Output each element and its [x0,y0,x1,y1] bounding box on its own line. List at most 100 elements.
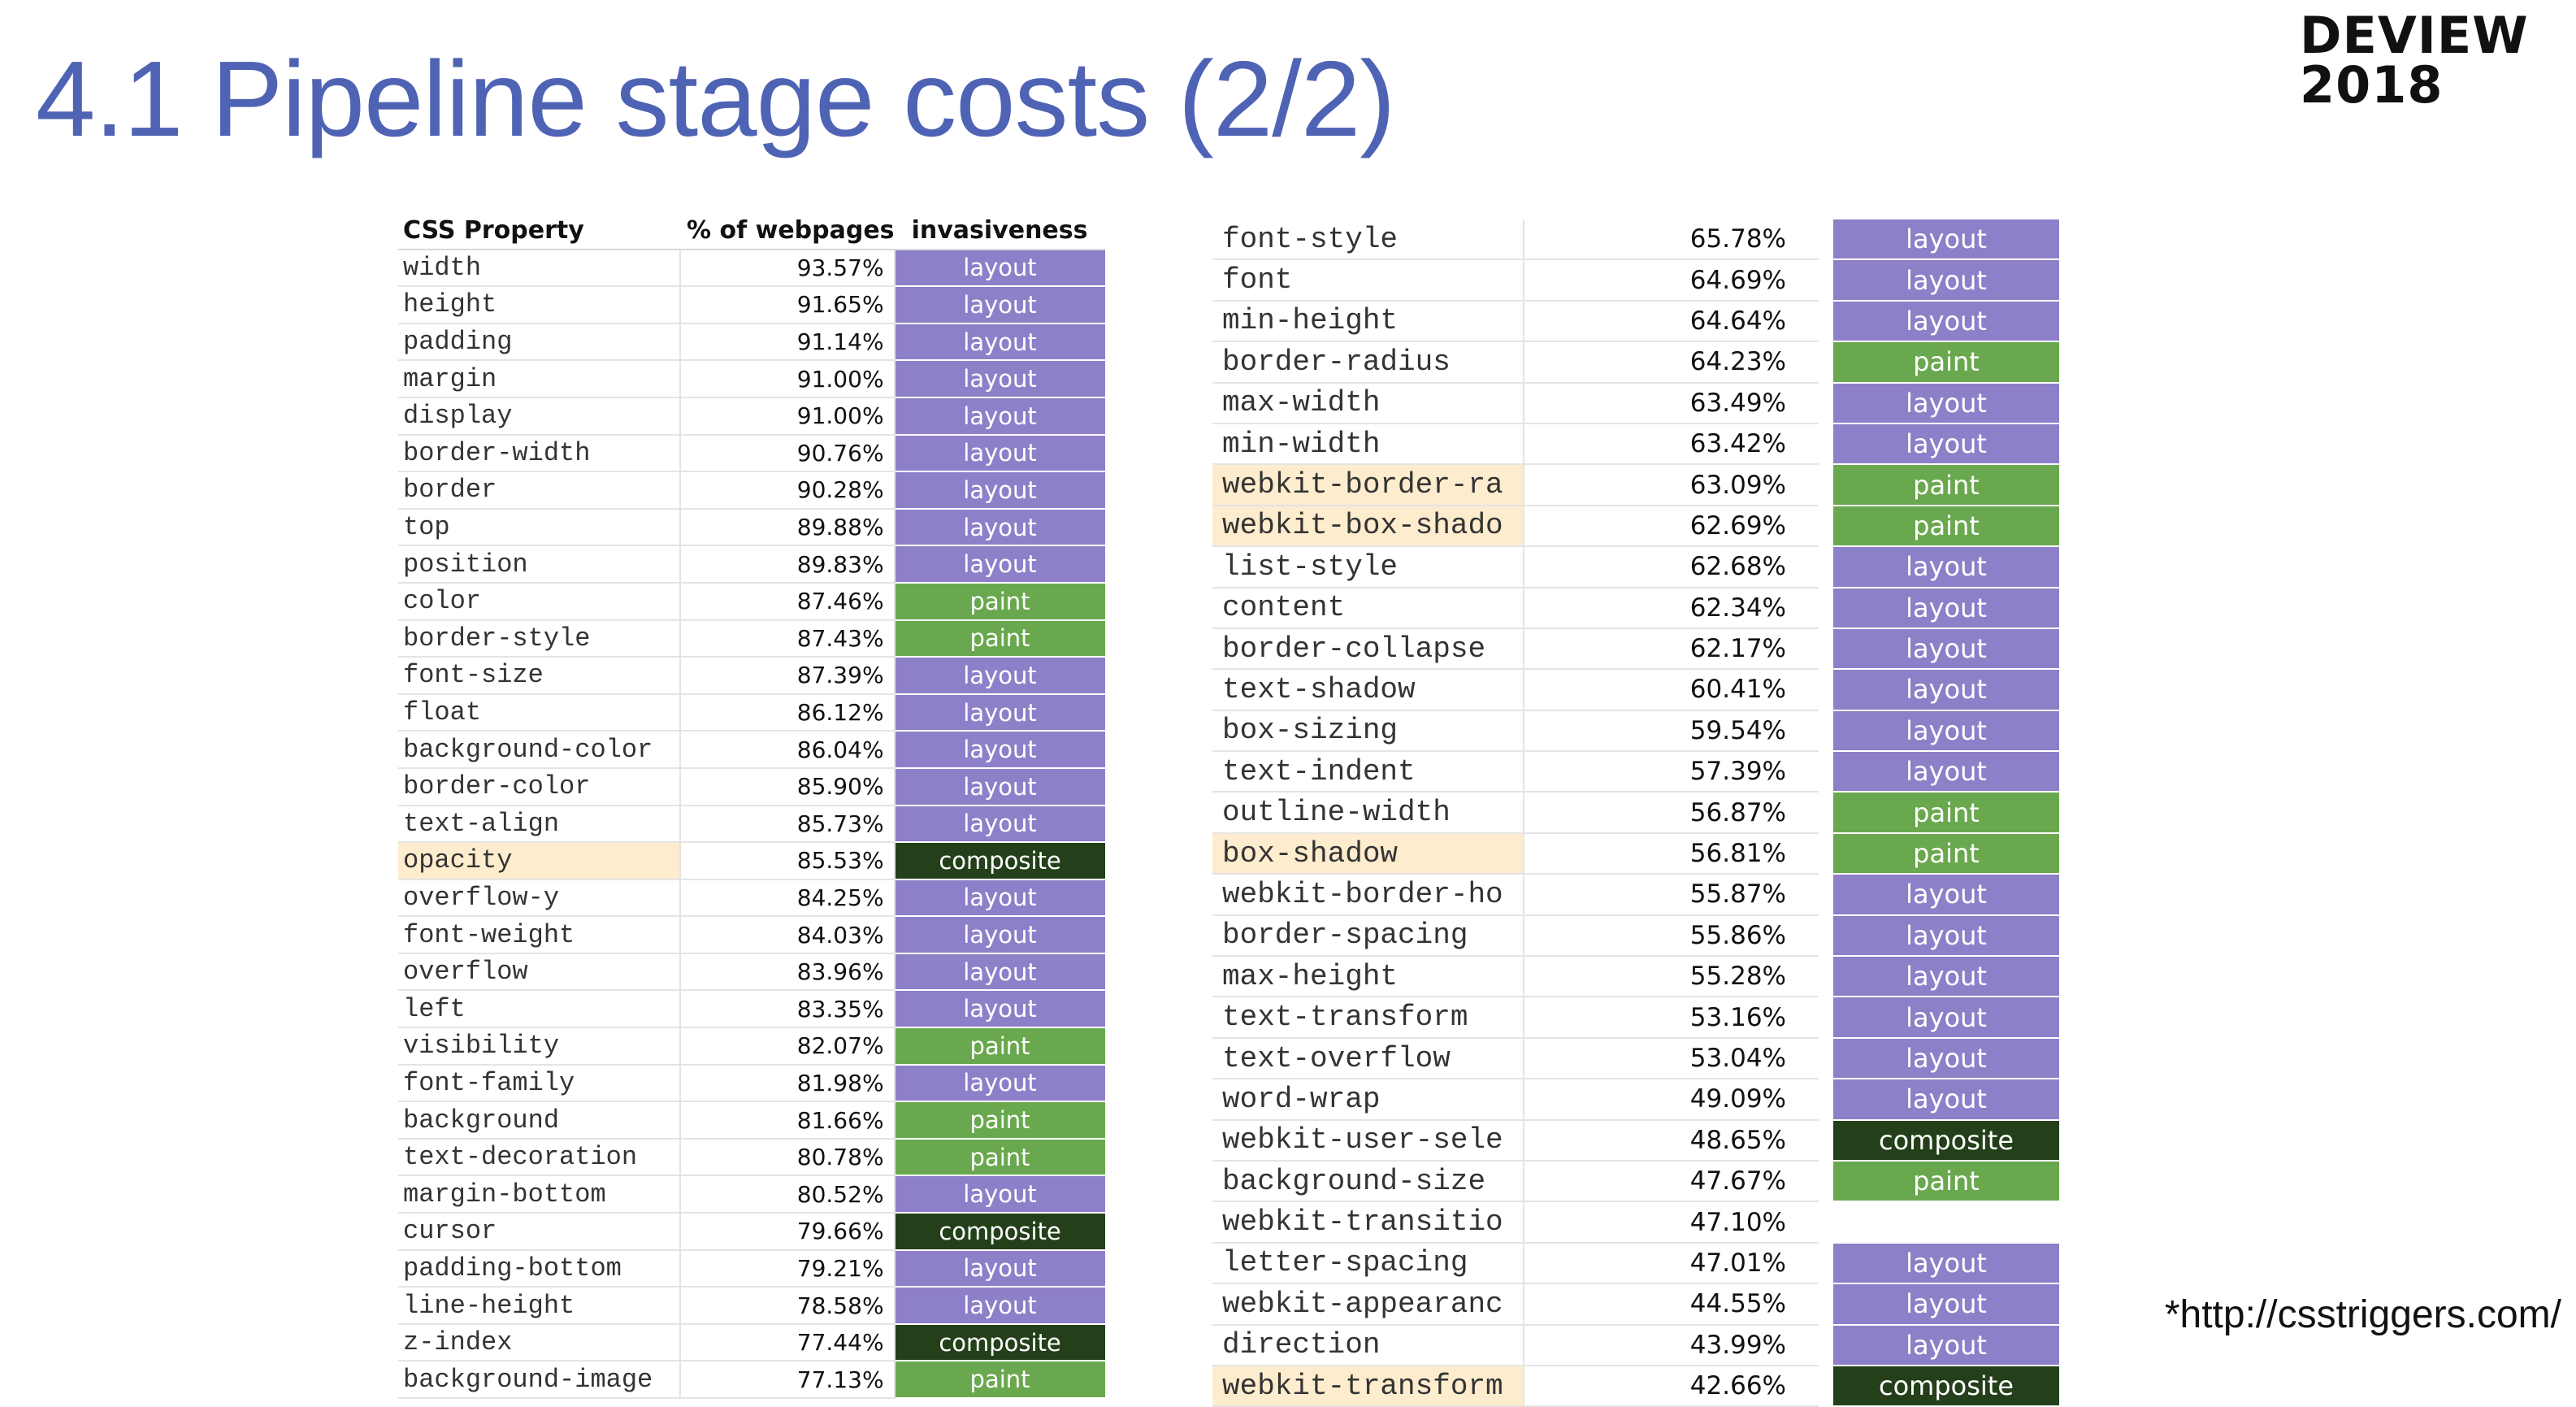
property-cell: font-weight [398,916,681,954]
table-row: content 62.34% layout [1212,587,2059,629]
percent-cell: 42.66% [1524,1365,1827,1407]
invasiveness-cell: layout [894,323,1105,362]
table-row: webkit-box-shado 62.69% paint [1212,505,2059,548]
percent-cell: 62.17% [1524,628,1827,671]
table-row: border 90.28% layout [398,471,1105,510]
table-row: webkit-user-sele 48.65% composite [1212,1119,2059,1162]
invasiveness-cell: layout [894,397,1105,436]
table-row: width 93.57% layout [398,249,1105,288]
invasiveness-cell: layout [894,1249,1105,1288]
table-row: text-overflow 53.04% layout [1212,1037,2059,1080]
invasiveness-cell: layout [1819,997,2059,1039]
table-row: text-transform 53.16% layout [1212,997,2059,1039]
invasiveness-cell: layout [1819,1079,2059,1121]
property-cell: font-style [1212,219,1524,261]
percent-cell: 93.57% [680,249,896,288]
percent-cell: 84.03% [680,916,896,954]
table-row: text-shadow 60.41% layout [1212,669,2059,711]
percent-cell: 79.66% [680,1213,896,1251]
property-cell: opacity [398,842,681,880]
property-cell: direction [1212,1324,1524,1366]
percent-cell: 55.87% [1524,874,1827,916]
property-cell: box-shadow [1212,832,1524,875]
left-property-table: CSS Property % of webpages invasiveness … [398,213,1105,1399]
invasiveness-cell: layout [1819,874,2059,916]
table-row: letter-spacing 47.01% layout [1212,1242,2059,1285]
property-cell: font [1212,259,1524,302]
percent-cell: 91.00% [680,360,896,398]
table-row: background-image 77.13% paint [398,1361,1105,1399]
property-cell: position [398,545,681,584]
table-row: direction 43.99% layout [1212,1324,2059,1366]
property-cell: width [398,249,681,288]
table-row: height 91.65% layout [398,286,1105,324]
invasiveness-cell: layout [894,879,1105,918]
percent-cell: 48.65% [1524,1119,1827,1162]
invasiveness-cell: layout [1819,1283,2059,1326]
table-row: margin 91.00% layout [398,360,1105,398]
table-row: text-indent 57.39% layout [1212,751,2059,793]
invasiveness-cell: composite [1819,1365,2059,1407]
brand-line-2: 2018 [2300,54,2444,115]
percent-cell: 63.09% [1524,464,1827,506]
invasiveness-cell: layout [894,1064,1105,1103]
percent-cell: 53.04% [1524,1037,1827,1080]
invasiveness-cell: paint [1819,505,2059,548]
brand-logo: DEVIEW 2018 [2300,11,2529,111]
table-row: position 89.83% layout [398,545,1105,584]
property-cell: font-size [398,657,681,695]
property-cell: visibility [398,1027,681,1066]
invasiveness-cell: paint [894,582,1105,621]
property-cell: border-color [398,767,681,806]
property-cell: padding [398,323,681,362]
table-row: list-style 62.68% layout [1212,546,2059,588]
header-percent-webpages: % of webpages [680,213,895,250]
percent-cell: 83.35% [680,990,896,1029]
table-row: color 87.46% paint [398,582,1105,621]
invasiveness-cell: paint [1819,792,2059,834]
percent-cell: 55.86% [1524,914,1827,958]
table-row: background-size 47.67% paint [1212,1160,2059,1203]
invasiveness-cell: layout [894,286,1105,324]
table-row: z-index 77.44% composite [398,1323,1105,1362]
table-row: webkit-transitio 47.10% [1212,1201,2059,1244]
percent-cell: 89.88% [680,508,896,547]
property-cell: cursor [398,1213,681,1251]
invasiveness-cell: layout [1819,382,2059,424]
property-cell: line-height [398,1287,681,1325]
property-cell: font-family [398,1064,681,1103]
property-cell: outline-width [1212,792,1524,834]
table-row: webkit-border-ra 63.09% paint [1212,464,2059,506]
percent-cell: 78.58% [680,1287,896,1325]
property-cell: margin-bottom [398,1175,681,1214]
invasiveness-cell: layout [894,805,1105,844]
property-cell: border-style [398,619,681,658]
percent-cell: 90.28% [680,471,896,510]
table-row: visibility 82.07% paint [398,1027,1105,1066]
table-row: border-width 90.76% layout [398,434,1105,473]
invasiveness-cell: layout [1819,1242,2059,1285]
property-cell: max-height [1212,956,1524,998]
table-row: text-decoration 80.78% paint [398,1138,1105,1177]
table-row: border-radius 64.23% paint [1212,341,2059,384]
invasiveness-cell: layout [894,434,1105,473]
percent-cell: 55.28% [1524,956,1827,998]
property-cell: content [1212,587,1524,629]
percent-cell: 81.98% [680,1064,896,1103]
invasiveness-cell: layout [1819,546,2059,588]
property-cell: border-width [398,434,681,473]
percent-cell: 43.99% [1524,1324,1827,1366]
percent-cell: 60.41% [1524,669,1827,711]
percent-cell: 85.53% [680,842,896,880]
percent-cell: 80.78% [680,1138,896,1177]
property-cell: background-color [398,731,681,769]
property-cell: box-sizing [1212,710,1524,753]
invasiveness-cell: composite [1819,1119,2059,1162]
invasiveness-cell: layout [894,990,1105,1029]
invasiveness-cell: layout [1819,751,2059,793]
percent-cell: 59.54% [1524,710,1827,753]
property-cell: top [398,508,681,547]
property-cell: border-radius [1212,341,1524,384]
table-row: max-width 63.49% layout [1212,382,2059,424]
property-cell: color [398,582,681,621]
